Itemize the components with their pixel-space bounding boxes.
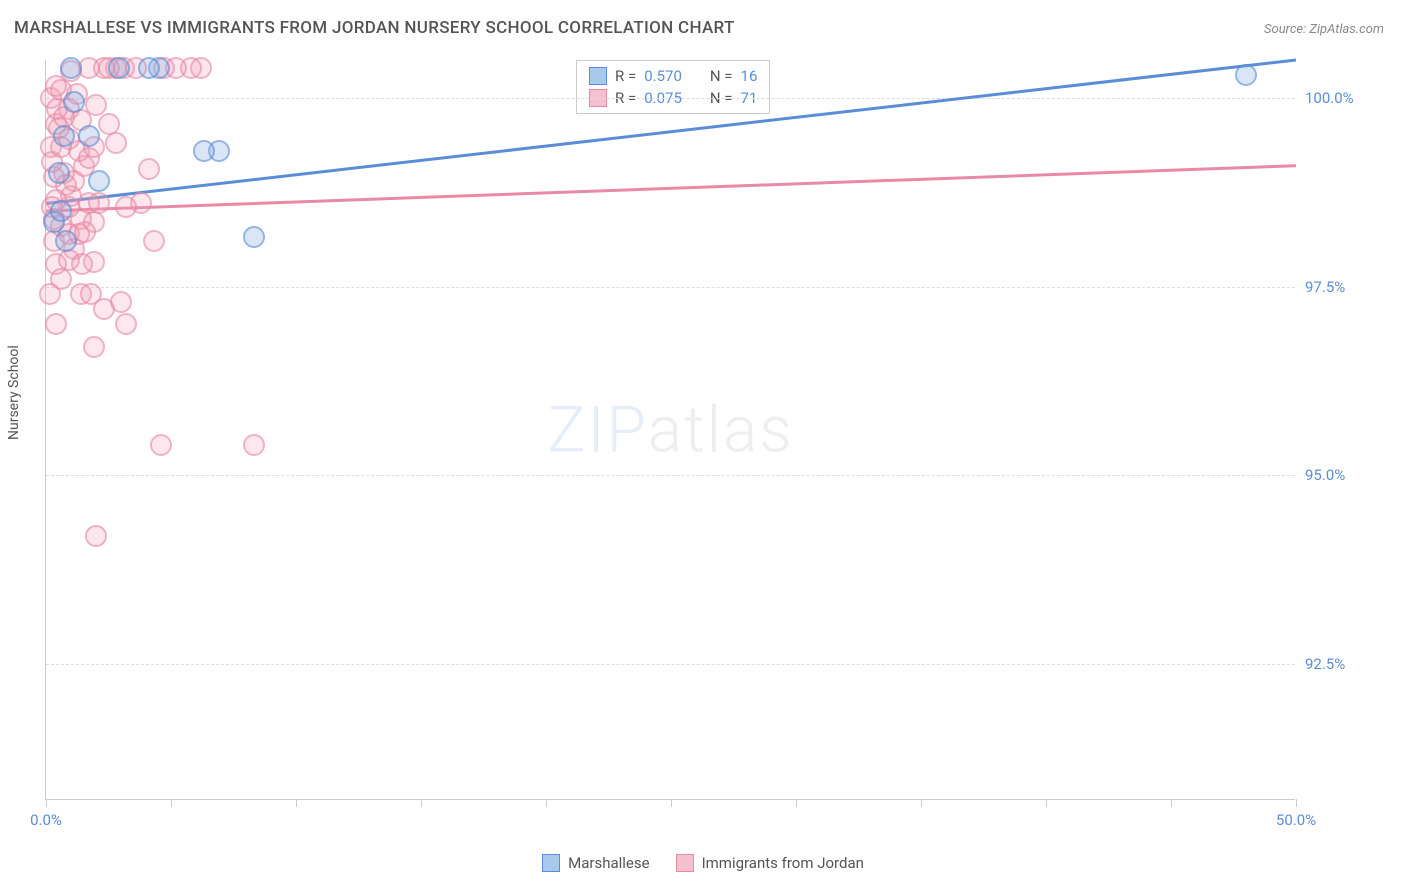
x-tick [171,799,172,807]
scatter-point [83,336,105,358]
source-credit: Source: ZipAtlas.com [1264,22,1384,37]
x-tick [421,799,422,807]
y-tick-label: 92.5% [1305,655,1380,673]
plot-area: ZIPatlas R = 0.570 N = 16 R = 0.075 N = … [45,60,1295,800]
chart-title: MARSHALLESE VS IMMIGRANTS FROM JORDAN NU… [14,18,735,38]
regression-line [46,166,1296,211]
scatter-point [80,283,102,305]
scatter-point [74,221,96,243]
scatter-point [138,57,160,79]
y-axis-label: Nursery School [6,345,22,440]
y-tick-label: 100.0% [1305,89,1380,107]
scatter-point [45,75,67,97]
y-tick-label: 97.5% [1305,278,1380,296]
swatch-icon [676,854,694,872]
legend-label: Immigrants from Jordan [702,854,864,872]
scatter-point [78,125,100,147]
scatter-point [71,253,93,275]
scatter-point [150,434,172,456]
legend-label: Marshallese [568,854,649,872]
scatter-point [105,132,127,154]
scatter-point [53,125,75,147]
scatter-point [85,525,107,547]
scatter-point [48,162,70,184]
chart-container: MARSHALLESE VS IMMIGRANTS FROM JORDAN NU… [0,0,1406,892]
scatter-point [88,170,110,192]
scatter-point [55,230,77,252]
scatter-point [243,434,265,456]
swatch-icon [542,854,560,872]
x-tick [921,799,922,807]
scatter-point [110,291,132,313]
scatter-point [243,226,265,248]
regression-line [46,60,1296,203]
x-tick-label: 0.0% [30,811,62,829]
x-tick-label: 50.0% [1276,811,1316,829]
x-tick [1046,799,1047,807]
scatter-point [115,196,137,218]
scatter-point [1235,64,1257,86]
legend-item: Immigrants from Jordan [676,854,864,872]
scatter-point [50,200,72,222]
scatter-point [138,158,160,180]
x-tick [46,799,47,807]
x-tick [671,799,672,807]
scatter-point [193,140,215,162]
regression-overlay [46,60,1296,800]
y-tick-label: 95.0% [1305,466,1380,484]
x-tick [546,799,547,807]
scatter-point [85,94,107,116]
scatter-point [63,91,85,113]
x-tick [796,799,797,807]
scatter-point [45,313,67,335]
scatter-point [50,268,72,290]
x-tick [1296,799,1297,807]
scatter-point [108,57,130,79]
legend-item: Marshallese [542,854,649,872]
x-tick [1171,799,1172,807]
scatter-point [60,57,82,79]
scatter-point [115,313,137,335]
x-tick [296,799,297,807]
scatter-point [143,230,165,252]
bottom-legend: Marshallese Immigrants from Jordan [0,854,1406,872]
